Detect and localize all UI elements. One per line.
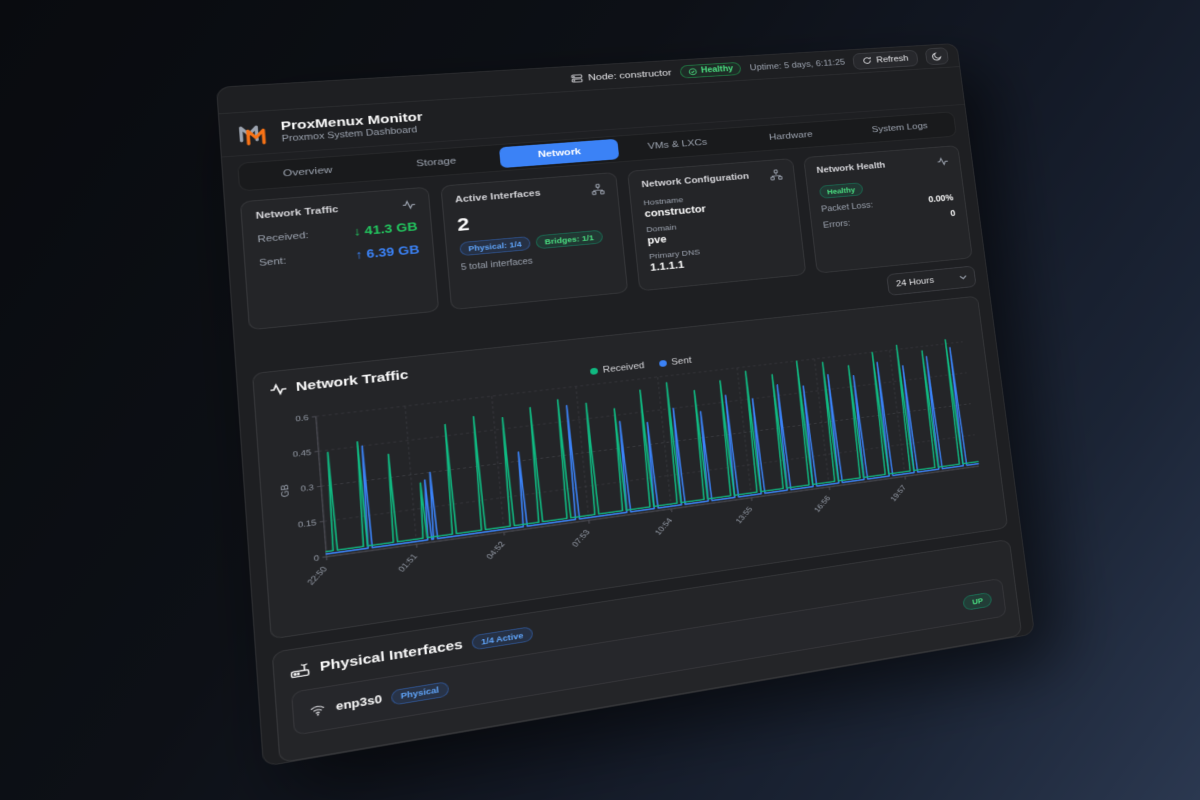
wifi-icon [308, 701, 326, 718]
svg-text:22:50: 22:50 [305, 565, 329, 587]
tab-storage[interactable]: Storage [415, 156, 457, 169]
dashboard-window: Node: constructor Healthy Uptime: 5 days… [216, 43, 1036, 767]
card-title: Network Health [816, 160, 886, 176]
app-titles: ProxMenux Monitor Proxmox System Dashboa… [280, 110, 424, 144]
refresh-icon [862, 56, 872, 65]
svg-text:0.3: 0.3 [300, 483, 314, 494]
svg-text:13:55: 13:55 [734, 505, 755, 525]
svg-text:0.6: 0.6 [295, 413, 309, 423]
node-label: Node: constructor [587, 68, 672, 83]
tab-vms-lxcs[interactable]: VMs & LXCs [647, 137, 708, 152]
svg-text:0: 0 [313, 553, 319, 563]
health-status-badge: Healthy [679, 61, 742, 79]
legend-dot [659, 359, 668, 368]
svg-text:GB: GB [279, 484, 292, 498]
svg-text:07:53: 07:53 [570, 528, 592, 549]
network-icon [769, 169, 783, 181]
network-traffic-card: Network Traffic Received: ↓ 41.3 GB Sent… [239, 186, 439, 331]
svg-text:0.45: 0.45 [292, 448, 311, 459]
chevron-down-icon [959, 275, 967, 280]
svg-text:19:57: 19:57 [888, 483, 907, 503]
moon-icon [931, 51, 943, 61]
svg-text:0.15: 0.15 [298, 518, 317, 530]
bridges-count-badge: Bridges: 1/1 [535, 229, 603, 250]
time-range-value: 24 Hours [895, 275, 935, 289]
theme-toggle-button[interactable] [924, 47, 950, 66]
activity-icon [269, 381, 288, 398]
uptime-label: Uptime: 5 days, 6:11:25 [749, 57, 846, 73]
received-label: Received: [257, 230, 310, 245]
svg-text:10:54: 10:54 [653, 516, 674, 536]
physical-count-badge: Physical: 1/4 [458, 236, 531, 257]
packet-loss-value: 0.00% [927, 193, 954, 205]
legend-dot [590, 367, 599, 375]
node-indicator: Node: constructor [571, 68, 672, 84]
server-icon [571, 73, 584, 84]
check-circle-icon [688, 67, 698, 75]
card-title: Active Interfaces [454, 188, 542, 205]
active-count-badge: 1/4 Active [471, 626, 534, 651]
network-traffic-chart-card: Network Traffic Received Sent 0 0.15 0.3 0.4… [252, 295, 1009, 640]
errors-value: 0 [949, 209, 956, 219]
svg-text:16:56: 16:56 [812, 494, 832, 514]
card-title: Network Traffic [255, 204, 339, 222]
tab-network[interactable]: Network [498, 138, 620, 169]
packet-loss-label: Packet Loss: [820, 200, 874, 215]
refresh-button[interactable]: Refresh [852, 49, 919, 70]
active-interfaces-card: Active Interfaces 2 Physical: 1/4 Bridge… [439, 171, 629, 311]
tab-overview[interactable]: Overview [282, 165, 333, 179]
interface-type-badge: Physical [390, 680, 449, 706]
svg-text:01:51: 01:51 [396, 552, 420, 574]
proxmenux-logo-icon [238, 125, 267, 146]
health-status-badge: Healthy [818, 181, 864, 199]
network-configuration-card: Network Configuration Hostname construct… [627, 158, 806, 292]
errors-label: Errors: [822, 218, 852, 231]
interface-status-badge: UP [962, 591, 993, 611]
activity-icon [401, 198, 416, 211]
received-value: ↓ 41.3 GB [353, 219, 418, 239]
svg-text:04:52: 04:52 [484, 540, 507, 561]
network-icon [591, 183, 605, 195]
time-range-select[interactable]: 24 Hours [886, 265, 977, 296]
interface-name: enp3s0 [335, 692, 383, 714]
app-header: ProxMenux Monitor Proxmox System Dashboa… [218, 66, 965, 158]
router-icon [289, 660, 311, 680]
traffic-chart: 0 0.15 0.3 0.45 0.6 22:50 01:51 04:52 07:53 10:54… [271, 333, 993, 613]
card-title: Network Configuration [641, 171, 750, 190]
sent-label: Sent: [258, 255, 287, 269]
sent-value: ↑ 6.39 GB [354, 242, 420, 262]
network-health-card: Network Health Healthy Packet Loss: 0.00… [802, 145, 973, 274]
tab-system-logs[interactable]: System Logs [871, 121, 929, 135]
activity-icon [936, 156, 949, 167]
tab-hardware[interactable]: Hardware [768, 129, 814, 143]
